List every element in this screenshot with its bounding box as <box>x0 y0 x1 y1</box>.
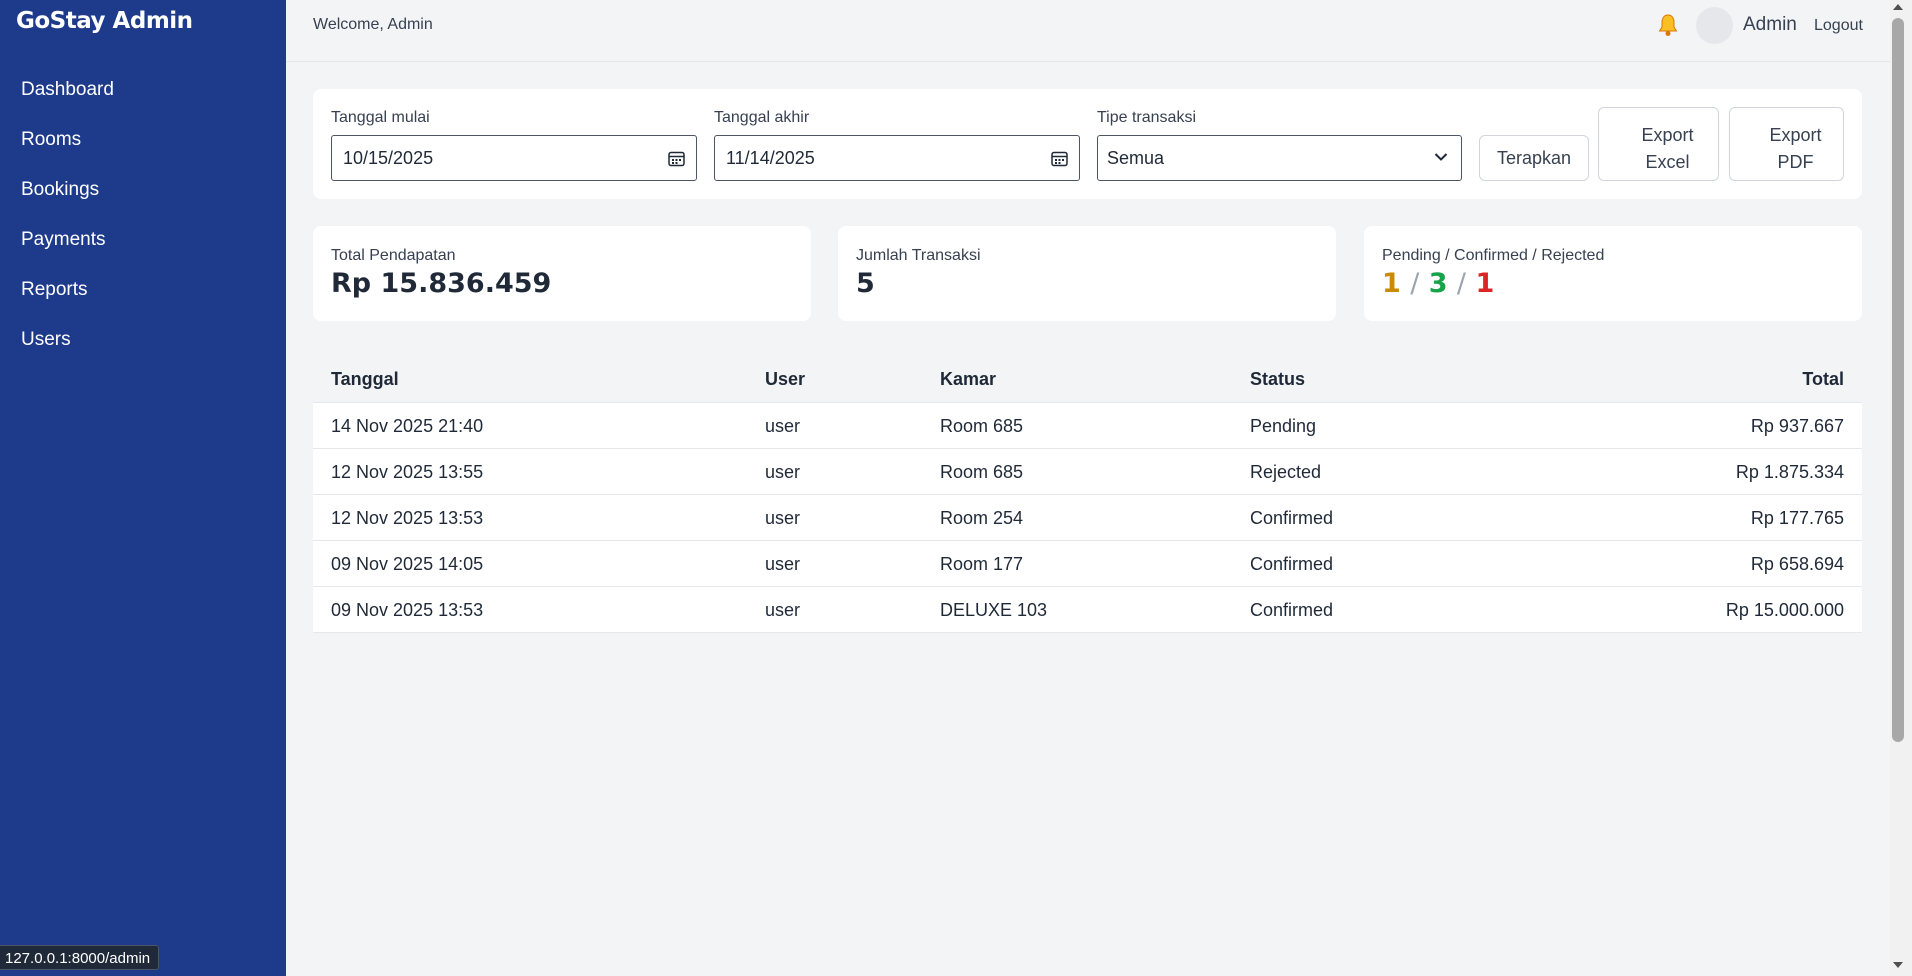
status-summary-value: 1 / 3 / 1 <box>1382 268 1494 299</box>
start-date-input[interactable]: 10/15/2025 <box>331 135 697 181</box>
column-header-status: Status <box>1250 369 1306 389</box>
chevron-down-icon <box>1434 153 1448 161</box>
filter-card: Tanggal mulai 10/15/2025 Tanggal akhir 1… <box>313 89 1862 199</box>
cell-total: Rp 15.000.000 <box>1725 600 1844 620</box>
bell-icon[interactable] <box>1656 12 1680 38</box>
transaction-type-value: Semua <box>1107 148 1165 168</box>
transaction-type-select[interactable]: Semua <box>1097 135 1462 181</box>
separator: / <box>1410 268 1420 299</box>
table-row[interactable]: 14 Nov 2025 21:40 user Room 685 Pending … <box>313 403 1862 449</box>
sidebar-item-users[interactable]: Users <box>21 329 71 350</box>
column-header-kamar: Kamar <box>940 369 997 389</box>
cell-total: Rp 1.875.334 <box>1735 462 1844 482</box>
column-header-user: User <box>765 369 806 389</box>
cell-room: Room 254 <box>940 508 1024 528</box>
revenue-label: Total Pendapatan <box>331 247 456 264</box>
logout-link[interactable]: Logout <box>1814 17 1863 34</box>
welcome-text: Welcome, Admin <box>313 16 433 33</box>
cell-user: user <box>765 508 801 528</box>
cell-status: Pending <box>1250 416 1317 436</box>
apply-button[interactable]: Terapkan <box>1479 135 1589 181</box>
top-bar: Welcome, Admin Admin Logout <box>286 0 1892 62</box>
transaction-count-label: Jumlah Transaksi <box>856 247 981 264</box>
export-pdf-label-2: PDF <box>1777 152 1814 172</box>
sidebar-item-payments[interactable]: Payments <box>21 229 106 250</box>
rejected-count: 1 <box>1475 268 1495 299</box>
export-pdf-label-1: Export <box>1769 125 1822 145</box>
export-excel-button[interactable]: Export Excel <box>1598 107 1719 181</box>
transaction-count-card: Jumlah Transaksi 5 <box>838 226 1336 321</box>
table-row[interactable]: 12 Nov 2025 13:53 user Room 254 Confirme… <box>313 495 1862 541</box>
user-name[interactable]: Admin <box>1743 14 1797 35</box>
cell-date: 12 Nov 2025 13:55 <box>331 462 484 482</box>
column-header-total: Total <box>1802 369 1844 389</box>
separator: / <box>1456 268 1467 299</box>
export-pdf-button[interactable]: Export PDF <box>1729 107 1844 181</box>
calendar-icon[interactable] <box>668 150 685 167</box>
cell-room: Room 177 <box>940 554 1024 574</box>
end-date-input[interactable]: 11/14/2025 <box>714 135 1080 181</box>
column-header-tanggal: Tanggal <box>331 369 399 389</box>
sidebar-item-dashboard[interactable]: Dashboard <box>21 79 114 100</box>
sidebar-nav: Dashboard Rooms Bookings Payments Report… <box>0 72 286 372</box>
scroll-down-icon[interactable] <box>1893 962 1903 968</box>
cell-status: Confirmed <box>1250 554 1334 574</box>
cell-date: 14 Nov 2025 21:40 <box>331 416 484 436</box>
sidebar: GoStay Admin Dashboard Rooms Bookings Pa… <box>0 0 286 976</box>
transactions-table: Tanggal User Kamar Status Total 14 Nov 2… <box>313 356 1862 633</box>
cell-status: Confirmed <box>1250 600 1334 620</box>
scroll-up-icon[interactable] <box>1893 4 1903 10</box>
cell-room: Room 685 <box>940 416 1024 436</box>
cell-room: DELUXE 103 <box>940 600 1048 620</box>
pending-count: 1 <box>1382 268 1401 299</box>
scrollbar-thumb[interactable] <box>1892 18 1904 742</box>
revenue-value: Rp 15.836.459 <box>331 268 552 299</box>
start-date-label: Tanggal mulai <box>331 109 430 126</box>
table-row[interactable]: 09 Nov 2025 13:53 user DELUXE 103 Confir… <box>313 587 1862 633</box>
export-excel-label-1: Export <box>1641 125 1694 145</box>
cell-date: 09 Nov 2025 13:53 <box>331 600 484 620</box>
avatar[interactable] <box>1696 7 1733 44</box>
cell-user: user <box>765 600 801 620</box>
status-bar-url: 127.0.0.1:8000/admin <box>0 945 160 970</box>
cell-user: user <box>765 554 801 574</box>
start-date-value: 10/15/2025 <box>343 148 434 168</box>
table-header-row: Tanggal User Kamar Status Total <box>313 356 1862 403</box>
cell-date: 12 Nov 2025 13:53 <box>331 508 484 528</box>
cell-status: Rejected <box>1250 462 1322 482</box>
cell-room: Room 685 <box>940 462 1024 482</box>
confirmed-count: 3 <box>1428 268 1448 299</box>
cell-user: user <box>765 416 801 436</box>
transaction-type-label: Tipe transaksi <box>1097 109 1196 126</box>
sidebar-item-bookings[interactable]: Bookings <box>21 179 100 200</box>
status-summary-label: Pending / Confirmed / Rejected <box>1382 247 1605 264</box>
cell-total: Rp 177.765 <box>1750 508 1844 528</box>
table-row[interactable]: 12 Nov 2025 13:55 user Room 685 Rejected… <box>313 449 1862 495</box>
cell-date: 09 Nov 2025 14:05 <box>331 554 484 574</box>
vertical-scrollbar[interactable] <box>1890 0 1912 976</box>
end-date-label: Tanggal akhir <box>714 109 810 126</box>
transaction-count-value: 5 <box>856 268 875 299</box>
cell-total: Rp 937.667 <box>1750 416 1844 436</box>
revenue-card: Total Pendapatan Rp 15.836.459 <box>313 226 811 321</box>
cell-total: Rp 658.694 <box>1750 554 1844 574</box>
status-summary-card: Pending / Confirmed / Rejected 1 / 3 / 1 <box>1364 226 1862 321</box>
sidebar-item-reports[interactable]: Reports <box>21 279 88 300</box>
calendar-icon[interactable] <box>1051 150 1068 167</box>
export-excel-label-2: Excel <box>1645 152 1690 172</box>
brand-logo[interactable]: GoStay Admin <box>16 8 193 34</box>
cell-status: Confirmed <box>1250 508 1334 528</box>
end-date-value: 11/14/2025 <box>726 148 815 168</box>
cell-user: user <box>765 462 801 482</box>
sidebar-item-rooms[interactable]: Rooms <box>21 129 82 150</box>
table-row[interactable]: 09 Nov 2025 14:05 user Room 177 Confirme… <box>313 541 1862 587</box>
